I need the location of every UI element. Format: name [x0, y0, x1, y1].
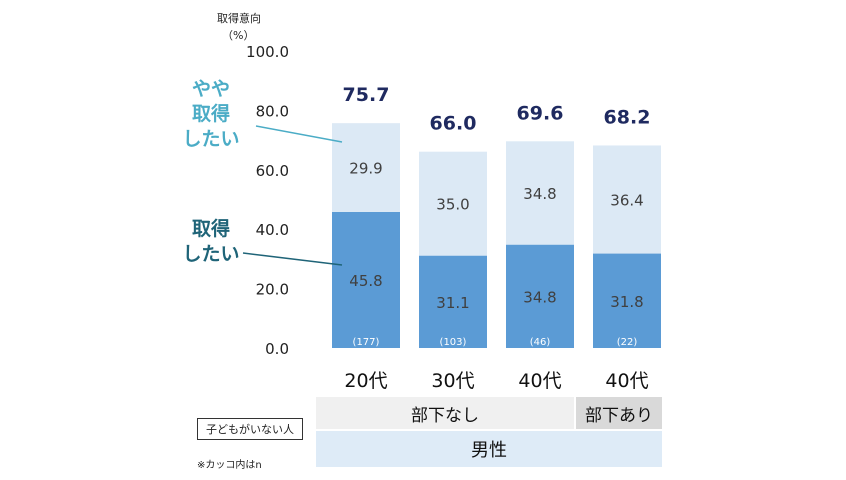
y-tick-label: 100.0 [246, 43, 289, 61]
group-label-no-subordinates: 部下なし [316, 397, 574, 429]
total-label: 75.7 [343, 84, 390, 106]
series-callout-want: したい [182, 243, 239, 265]
y-tick-label: 0.0 [265, 340, 289, 358]
total-label: 66.0 [430, 113, 477, 135]
bar-segment [332, 123, 400, 212]
series-callout-want: 取得 [192, 217, 230, 240]
y-tick-label: 40.0 [256, 221, 289, 239]
group-label-gender: 男性 [316, 431, 662, 467]
data-label: 31.8 [610, 293, 643, 311]
sample-count: (46) [530, 337, 551, 348]
group-label-with-subordinates: 部下あり [576, 397, 662, 429]
y-axis-title: 取得意向 [217, 11, 261, 25]
data-label: 45.8 [349, 272, 382, 290]
footnote: ※カッコ内はn [197, 460, 262, 471]
bar-segment [419, 255, 487, 348]
series-callout-somewhat: したい [182, 128, 239, 150]
data-label: 36.4 [610, 192, 643, 210]
data-label: 34.8 [523, 185, 556, 203]
series-callout-somewhat: やや [192, 78, 230, 100]
bar-segment [506, 244, 574, 348]
bar-segment [593, 145, 661, 254]
bar-segment [506, 141, 574, 245]
y-tick-label: 60.0 [256, 162, 289, 180]
data-label: 35.0 [436, 196, 469, 214]
leader-line [242, 252, 343, 266]
y-tick-label: 80.0 [256, 102, 289, 120]
segment-note-box: 子どもがいない人 [197, 418, 303, 440]
bar-segment [419, 151, 487, 256]
y-axis-unit: （%） [222, 29, 254, 42]
series-callout-somewhat: 取得 [192, 102, 230, 125]
bar-segment [332, 211, 400, 348]
leader-line [255, 125, 343, 143]
total-label: 68.2 [604, 106, 651, 128]
sample-count: (22) [617, 337, 638, 348]
x-category-label: 40代 [605, 370, 648, 392]
x-category-label: 30代 [431, 370, 474, 392]
y-tick-label: 20.0 [256, 281, 289, 299]
sample-count: (103) [440, 337, 467, 348]
x-category-label: 20代 [344, 370, 387, 392]
data-label: 34.8 [523, 288, 556, 306]
x-category-label: 40代 [518, 370, 561, 392]
total-label: 69.6 [517, 102, 564, 124]
data-label: 29.9 [349, 160, 382, 178]
data-label: 31.1 [436, 294, 469, 312]
bar-segment [593, 253, 661, 348]
sample-count: (177) [353, 337, 380, 348]
